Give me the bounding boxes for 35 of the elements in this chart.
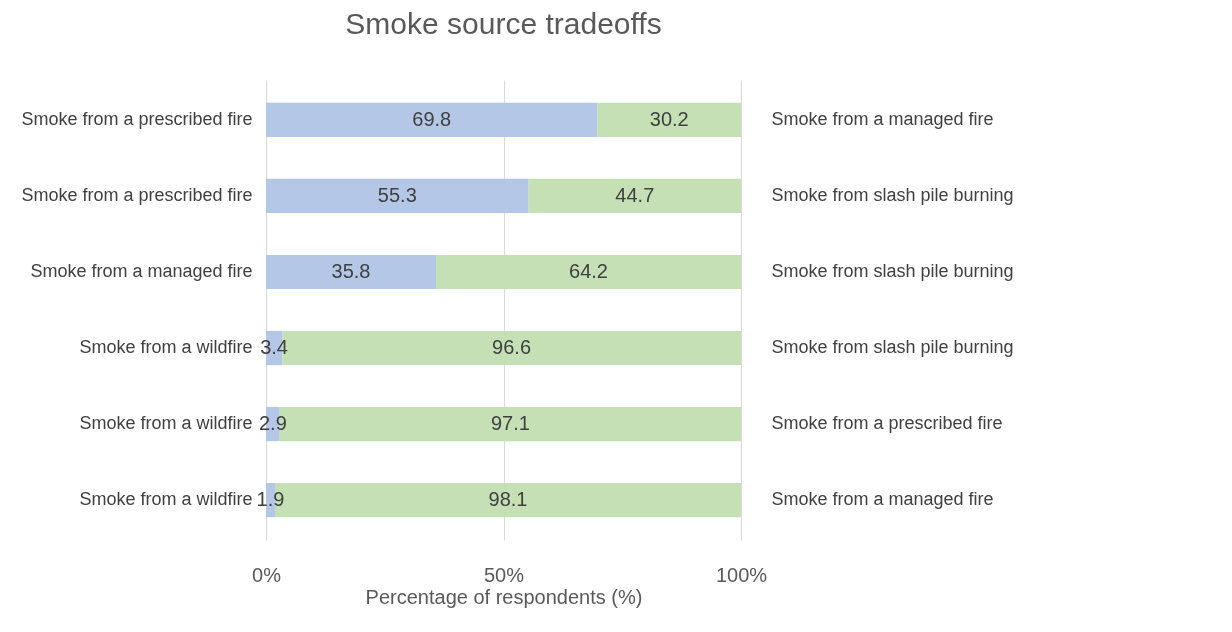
- data-label: 97.1: [490, 412, 530, 435]
- x-tick-label: 50%: [483, 563, 525, 586]
- data-label: 30.2: [649, 107, 689, 130]
- y2-tick-label: Smoke from a managed fire: [771, 489, 994, 510]
- y-tick-label: Smoke from a managed fire: [30, 260, 253, 281]
- data-label: 55.3: [377, 183, 417, 206]
- x-tick-label: 100%: [715, 563, 768, 586]
- data-label: 69.8: [412, 107, 452, 130]
- data-label: 98.1: [488, 488, 528, 511]
- y-tick-label: Smoke from a prescribed fire: [21, 108, 253, 129]
- x-axis-title: Percentage of respondents (%): [365, 585, 643, 608]
- bar: [266, 102, 598, 138]
- data-label: 1.9: [256, 488, 285, 511]
- y-tick-label: Smoke from a wildfire: [79, 337, 253, 358]
- bar: [528, 178, 741, 214]
- chart-title: Smoke source tradeoffs: [345, 7, 662, 40]
- y2-tick-label: Smoke from slash pile burning: [771, 337, 1014, 358]
- y-tick-label: Smoke from a wildfire: [79, 413, 253, 434]
- x-tick-label: 0%: [252, 563, 282, 586]
- data-label: 2.9: [258, 412, 287, 435]
- data-label: 44.7: [615, 183, 655, 206]
- bar: [266, 254, 437, 290]
- y2-tick-label: Smoke from a prescribed fire: [771, 413, 1003, 434]
- bar: [436, 254, 741, 290]
- y2-tick-label: Smoke from a managed fire: [771, 108, 994, 129]
- data-label: 35.8: [331, 259, 371, 282]
- data-label: 64.2: [569, 259, 608, 282]
- bar: [266, 178, 529, 214]
- data-label: 3.4: [260, 336, 288, 359]
- y2-tick-label: Smoke from slash pile burning: [771, 260, 1014, 281]
- bar: [597, 102, 741, 138]
- y-tick-label: Smoke from a wildfire: [79, 489, 253, 510]
- y2-tick-label: Smoke from slash pile burning: [771, 184, 1014, 205]
- data-label: 96.6: [492, 336, 532, 359]
- y-tick-label: Smoke from a prescribed fire: [21, 184, 253, 205]
